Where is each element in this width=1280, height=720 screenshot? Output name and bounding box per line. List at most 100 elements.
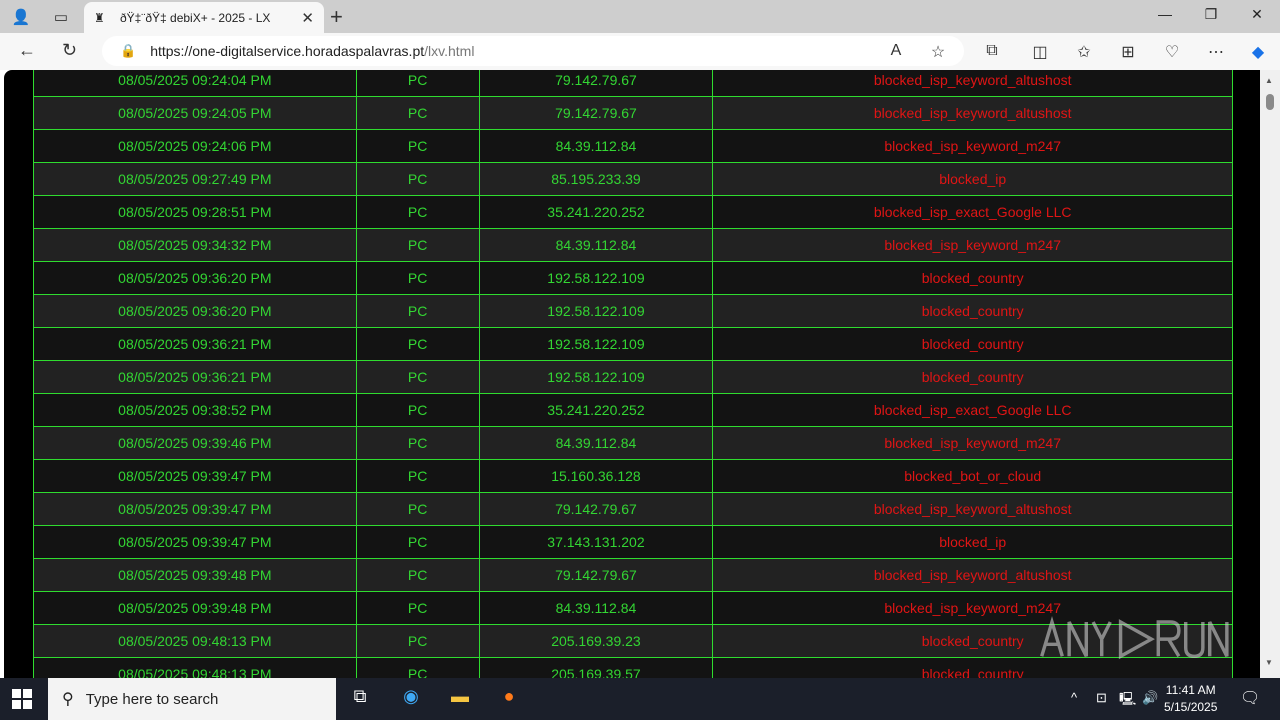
tray-chevron-icon[interactable]: ^ xyxy=(1071,690,1078,705)
minimize-button[interactable]: — xyxy=(1158,6,1172,22)
task-view-icon[interactable]: ⧉ xyxy=(353,686,367,706)
table-row: 08/05/2025 09:48:13 PM PC 205.169.39.57 blo… xyxy=(33,657,1233,678)
table-row: 08/05/2025 09:48:13 PM PC 205.169.39.23 blo… xyxy=(33,624,1233,658)
favicon-icon: ♜ xyxy=(94,10,105,25)
copilot-icon[interactable]: ◆ xyxy=(1251,44,1265,61)
network-icon[interactable]: 🖳 xyxy=(1119,691,1137,706)
close-window-button[interactable]: ✕ xyxy=(1251,6,1263,22)
cell-device: PC xyxy=(355,70,480,97)
table-row: 08/05/2025 09:39:48 PM PC 84.39.112.84 bloc… xyxy=(33,591,1233,625)
cell-status: blocked_ip xyxy=(712,525,1233,559)
edge-icon[interactable]: ◉ xyxy=(403,686,419,706)
taskbar-search[interactable]: ⚲ Type here to search xyxy=(48,678,336,720)
favorites-icon[interactable]: ✩ xyxy=(1077,44,1091,61)
cell-status: blocked_country xyxy=(712,624,1233,658)
cell-ip: 84.39.112.84 xyxy=(478,591,714,625)
table-row: 08/05/2025 09:39:47 PM PC 79.142.79.67 bloc… xyxy=(33,492,1233,526)
profile-icon[interactable]: 👤 xyxy=(11,9,31,26)
cell-ip: 84.39.112.84 xyxy=(478,228,714,262)
collections-icon[interactable]: ⊞ xyxy=(1121,44,1135,61)
cell-ip: 84.39.112.84 xyxy=(478,426,714,460)
cell-status: blocked_isp_keyword_m247 xyxy=(712,591,1233,625)
url-path: /lxv.html xyxy=(424,43,475,59)
table-row: 08/05/2025 09:38:52 PM PC 35.241.220.252 bl… xyxy=(33,393,1233,427)
extensions-icon[interactable]: ⧉ xyxy=(986,42,998,59)
favorite-star-icon[interactable]: ☆ xyxy=(930,44,946,61)
cell-timestamp: 08/05/2025 09:39:47 PM xyxy=(33,525,357,559)
cell-timestamp: 08/05/2025 09:36:21 PM xyxy=(33,360,357,394)
cell-status: blocked_country xyxy=(712,327,1233,361)
cell-ip: 79.142.79.67 xyxy=(478,96,714,130)
table-row: 08/05/2025 09:34:32 PM PC 84.39.112.84 bloc… xyxy=(33,228,1233,262)
cell-device: PC xyxy=(355,558,480,592)
cell-status: blocked_isp_keyword_altushost xyxy=(712,70,1233,97)
split-screen-icon[interactable]: ◫ xyxy=(1032,44,1048,61)
close-tab-icon[interactable]: ✕ xyxy=(301,9,314,27)
cell-device: PC xyxy=(355,195,480,229)
back-button[interactable]: ← xyxy=(18,40,36,60)
more-icon[interactable]: ⋯ xyxy=(1208,44,1224,61)
cell-timestamp: 08/05/2025 09:36:20 PM xyxy=(33,261,357,295)
cell-status: blocked_isp_keyword_m247 xyxy=(712,426,1233,460)
file-explorer-icon[interactable]: ▬ xyxy=(451,686,469,706)
cell-ip: 192.58.122.109 xyxy=(478,261,714,295)
table-row: 08/05/2025 09:39:46 PM PC 84.39.112.84 bloc… xyxy=(33,426,1233,460)
cell-device: PC xyxy=(355,492,480,526)
cell-device: PC xyxy=(355,129,480,163)
table-row: 08/05/2025 09:24:05 PM PC 79.142.79.67 bloc… xyxy=(33,96,1233,130)
tab-title: ðŸ‡¨ðŸ‡ debiX+ - 2025 - LX xyxy=(120,10,271,25)
url-field[interactable]: 🔒 https://one-digitalservice.horadaspala… xyxy=(102,36,964,66)
cell-timestamp: 08/05/2025 09:39:47 PM xyxy=(33,459,357,493)
refresh-button[interactable]: ↻ xyxy=(62,40,78,60)
cell-status: blocked_country xyxy=(712,657,1233,678)
cell-status: blocked_country xyxy=(712,360,1233,394)
cell-timestamp: 08/05/2025 09:39:48 PM xyxy=(33,558,357,592)
tab-active[interactable]: ♜ ðŸ‡¨ðŸ‡ debiX+ - 2025 - LX ✕ xyxy=(84,2,324,33)
cell-device: PC xyxy=(355,360,480,394)
meet-icon[interactable]: ⊡ xyxy=(1096,690,1107,705)
table-row: 08/05/2025 09:28:51 PM PC 35.241.220.252 bl… xyxy=(33,195,1233,229)
new-tab-button[interactable]: + xyxy=(330,4,343,29)
cell-timestamp: 08/05/2025 09:38:52 PM xyxy=(33,393,357,427)
lock-icon[interactable]: 🔒 xyxy=(120,43,137,58)
cell-ip: 192.58.122.109 xyxy=(478,294,714,328)
clock-time: 11:41 AM xyxy=(1165,683,1216,697)
cell-device: PC xyxy=(355,228,480,262)
firefox-icon[interactable]: ● xyxy=(503,686,515,706)
cell-timestamp: 08/05/2025 09:48:13 PM xyxy=(33,657,357,678)
cell-ip: 35.241.220.252 xyxy=(478,195,714,229)
scrollbar-thumb[interactable] xyxy=(1266,94,1274,110)
cell-ip: 84.39.112.84 xyxy=(478,129,714,163)
scroll-up-icon[interactable]: ▲ xyxy=(1265,76,1273,85)
read-aloud-icon[interactable]: A xyxy=(890,42,902,59)
start-button[interactable] xyxy=(12,689,32,709)
cell-status: blocked_country xyxy=(712,261,1233,295)
table-row: 08/05/2025 09:36:20 PM PC 192.58.122.109 bl… xyxy=(33,261,1233,295)
cell-device: PC xyxy=(355,657,480,678)
cell-ip: 205.169.39.57 xyxy=(478,657,714,678)
cell-device: PC xyxy=(355,624,480,658)
search-placeholder: Type here to search xyxy=(85,690,219,708)
cell-device: PC xyxy=(355,459,480,493)
cell-ip: 85.195.233.39 xyxy=(478,162,714,196)
cell-status: blocked_isp_exact_Google LLC xyxy=(712,393,1233,427)
cell-ip: 15.160.36.128 xyxy=(478,459,714,493)
scrollbar[interactable]: ▲ ▼ xyxy=(1260,70,1280,678)
table-row: 08/05/2025 09:27:49 PM PC 85.195.233.39 blo… xyxy=(33,162,1233,196)
cell-timestamp: 08/05/2025 09:39:48 PM xyxy=(33,591,357,625)
cell-ip: 37.143.131.202 xyxy=(478,525,714,559)
notifications-icon[interactable]: 🗨 xyxy=(1240,690,1261,707)
cell-status: blocked_isp_exact_Google LLC xyxy=(712,195,1233,229)
cell-device: PC xyxy=(355,96,480,130)
tab-actions-icon[interactable]: ▭ xyxy=(53,9,69,26)
table-row: 08/05/2025 09:24:06 PM PC 84.39.112.84 bloc… xyxy=(33,129,1233,163)
restore-button[interactable]: ❐ xyxy=(1204,6,1218,22)
cell-timestamp: 08/05/2025 09:36:21 PM xyxy=(33,327,357,361)
cell-device: PC xyxy=(355,426,480,460)
volume-icon[interactable]: 🔊 xyxy=(1142,690,1159,705)
clock[interactable]: 11:41 AM 5/15/2025 xyxy=(1164,682,1217,716)
search-icon: ⚲ xyxy=(62,691,74,708)
performance-icon[interactable]: ♡ xyxy=(1164,44,1180,61)
scroll-down-icon[interactable]: ▼ xyxy=(1265,658,1273,667)
table-row: 08/05/2025 09:36:21 PM PC 192.58.122.109 bl… xyxy=(33,360,1233,394)
